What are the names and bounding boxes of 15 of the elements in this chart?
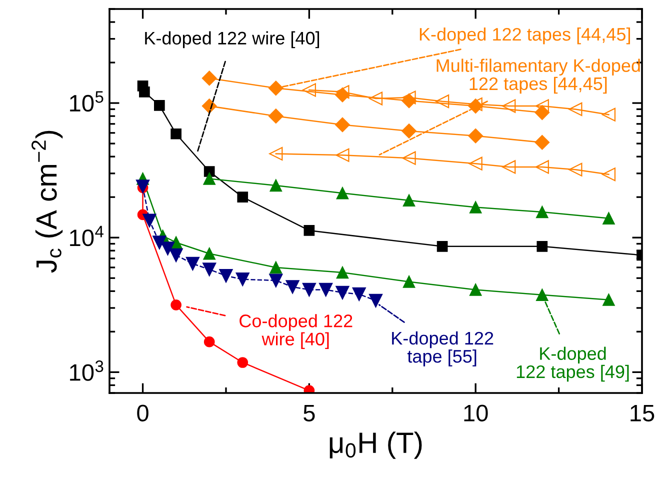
x-tick-label: 5	[304, 404, 315, 422]
x-tick-label: 0	[137, 404, 148, 422]
annotation: Multi-filamentary K-doped 122 tapes [44,45]	[436, 58, 640, 94]
y-axis-title: J$_{c}$ (A cm$^{−2}$)	[32, 130, 63, 273]
annotation: K-doped 122 tapes [49]	[516, 346, 629, 382]
annotation: K-doped 122 tapes [44,45]	[420, 27, 630, 44]
annotation: K-doped 122 tape [55]	[392, 331, 494, 366]
x-axis-title: μ$_{0}$H (T)	[330, 432, 422, 459]
x-tick-label: 10	[464, 404, 488, 422]
y-tick-label: 10$^{3}$	[70, 360, 104, 381]
y-tick-label: 10$^{4}$	[70, 226, 104, 246]
x-tick-label: 15	[630, 404, 654, 422]
y-tick-label: 10$^{5}$	[70, 91, 104, 112]
annotation: K-doped 122 wire [40]	[145, 31, 320, 48]
annotation: Co-doped 122 wire [40]	[240, 314, 352, 350]
